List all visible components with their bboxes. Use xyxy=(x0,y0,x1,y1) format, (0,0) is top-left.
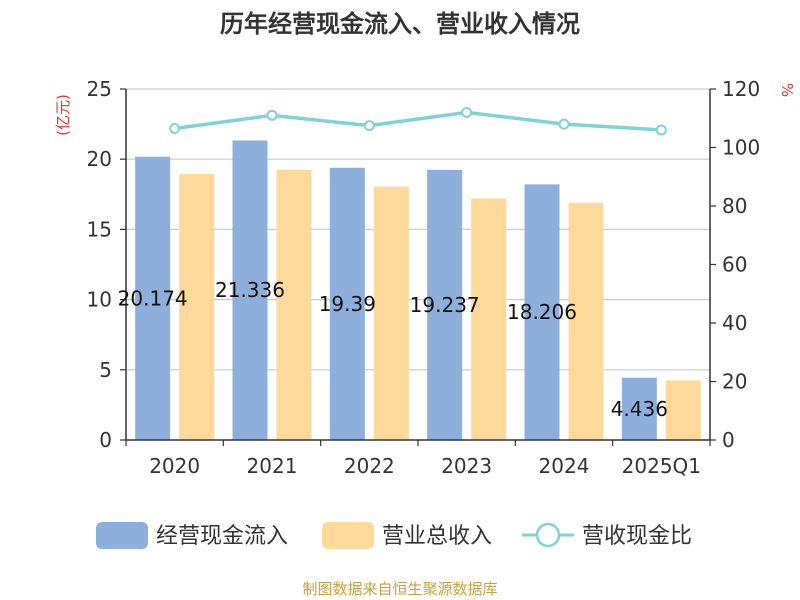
bar-revenue xyxy=(471,198,507,440)
ratio-point xyxy=(461,106,473,118)
legend-label: 经营现金流入 xyxy=(156,524,288,549)
right-tick-label: 20 xyxy=(722,370,747,394)
right-axis-unit: % xyxy=(778,83,796,97)
data-label: 20.174 xyxy=(118,286,188,310)
ratio-point xyxy=(558,118,570,130)
legend-label: 营业总收入 xyxy=(382,524,492,549)
bar-cash-inflow xyxy=(232,140,268,440)
ratio-point xyxy=(363,120,375,132)
data-label: 18.206 xyxy=(507,300,577,324)
right-tick-label: 100 xyxy=(722,136,760,160)
data-label: 21.336 xyxy=(215,278,285,302)
bar-revenue xyxy=(179,173,215,440)
bar-revenue xyxy=(276,169,312,441)
bar-revenue xyxy=(568,202,604,440)
x-tick-label: 2021 xyxy=(247,454,298,478)
left-tick-label: 0 xyxy=(99,428,112,452)
ratio-line xyxy=(174,110,662,132)
ratio-point xyxy=(266,109,278,121)
chart-title: 历年经营现金流入、营业收入情况 xyxy=(220,10,580,38)
bar-revenue xyxy=(665,380,701,440)
left-tick-label: 25 xyxy=(87,77,112,101)
ratio-point xyxy=(169,122,181,134)
right-tick-label: 120 xyxy=(722,77,760,101)
legend-swatch xyxy=(322,522,374,549)
right-tick-label: 60 xyxy=(722,253,747,277)
bar-cash-inflow xyxy=(621,377,657,440)
data-label: 19.39 xyxy=(319,292,376,316)
x-tick-label: 2025Q1 xyxy=(622,454,701,478)
data-label: 4.436 xyxy=(611,397,668,421)
x-tick-label: 2024 xyxy=(539,454,590,478)
right-tick-label: 40 xyxy=(722,311,747,335)
left-tick-label: 5 xyxy=(99,358,112,382)
bar-cash-inflow xyxy=(524,184,560,440)
left-axis-unit: (亿元) xyxy=(54,94,72,136)
bar-cash-inflow xyxy=(427,169,463,440)
left-tick-label: 10 xyxy=(87,288,112,312)
x-tick-label: 2020 xyxy=(149,454,200,478)
data-label: 19.237 xyxy=(410,293,480,317)
legend-label: 营收现金比 xyxy=(582,524,692,549)
x-tick-label: 2022 xyxy=(344,454,395,478)
bar-cash-inflow xyxy=(135,156,171,441)
bar-cash-inflow xyxy=(329,167,365,440)
legend-marker xyxy=(535,522,561,548)
x-tick-label: 2023 xyxy=(441,454,492,478)
source-note: 制图数据来自恒生聚源数据库 xyxy=(302,580,497,598)
left-tick-label: 20 xyxy=(87,147,112,171)
right-tick-label: 80 xyxy=(722,194,747,218)
bar-revenue xyxy=(373,186,409,440)
ratio-point xyxy=(655,124,667,136)
legend-swatch xyxy=(96,522,148,549)
right-tick-label: 0 xyxy=(722,428,735,452)
left-tick-label: 15 xyxy=(87,217,112,241)
